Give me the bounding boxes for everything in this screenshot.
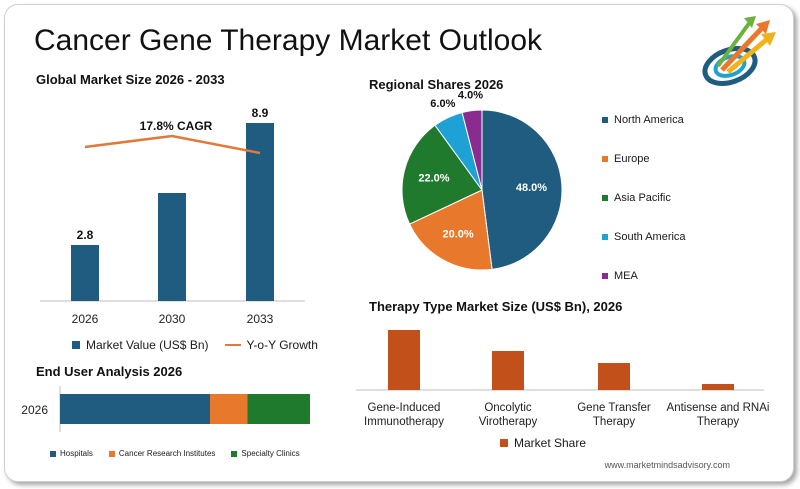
market-size-tick-2030: 2030 bbox=[159, 312, 186, 326]
pie-legend-item-asia-pacific: Asia Pacific bbox=[602, 178, 742, 217]
end-user-legend-label-cancer-research-institutes: Cancer Research Institutes bbox=[118, 449, 216, 458]
pie-slice-mea bbox=[461, 109, 483, 191]
therapy-bar-2 bbox=[492, 351, 524, 390]
therapy-tick-label-4-1: Antisense and RNAi bbox=[667, 402, 770, 414]
end-user-legend-item-specialty-clinics: Specialty Clinics bbox=[231, 449, 300, 458]
therapy-bar-4 bbox=[702, 384, 734, 390]
market-size-data-label-2026: 2.8 bbox=[77, 228, 94, 242]
therapy-tick-label-3-2: Therapy bbox=[593, 416, 635, 428]
pie-legend-item-south-america: South America bbox=[602, 217, 742, 256]
end-user-title: End User Analysis 2026 bbox=[36, 364, 183, 379]
legend-swatch-market-share bbox=[500, 439, 508, 447]
pie-legend-label-mea: MEA bbox=[614, 269, 638, 282]
end-user-segment-specialty-clinics bbox=[247, 394, 310, 424]
pie-legend-swatch-europe bbox=[602, 155, 608, 162]
yoy-growth-line bbox=[84, 134, 261, 155]
therapy-tick-label-4-2: Therapy bbox=[697, 416, 739, 428]
market-size-data-label-2033: 8.9 bbox=[252, 106, 269, 120]
legend-swatch-yoy-growth bbox=[224, 344, 241, 346]
therapy-tick-label-1-2: Immunotherapy bbox=[364, 416, 444, 428]
end-user-legend-swatch-cancer-research-institutes bbox=[108, 450, 115, 457]
pie-label-north-america: 48.0% bbox=[516, 182, 547, 194]
regional-pie-chart: 48.0% 20.0% 22.0% 6.0%4.0% bbox=[401, 90, 563, 271]
pie-legend-label-europe: Europe bbox=[614, 152, 650, 165]
page-title: Cancer Gene Therapy Market Outlook bbox=[34, 24, 543, 57]
rising-arrows-logo-icon bbox=[702, 16, 776, 86]
market-size-legend: Market Value (US$ Bn) Y-o-Y Growth bbox=[72, 338, 318, 352]
pie-label-mea: 4.0% bbox=[458, 90, 483, 102]
pie-legend-label-north-america: North America bbox=[614, 113, 684, 126]
end-user-legend-swatch-hospitals bbox=[50, 450, 56, 457]
end-user-tick-2026: 2026 bbox=[21, 403, 48, 417]
end-user-legend-label-hospitals: Hospitals bbox=[60, 449, 93, 458]
pie-legend-label-asia-pacific: Asia Pacific bbox=[614, 191, 671, 204]
therapy-tick-label-2-1: Oncolytic bbox=[484, 402, 532, 414]
pie-legend-item-europe: Europe bbox=[602, 139, 742, 178]
pie-legend-swatch-mea bbox=[602, 272, 608, 279]
pie-legend-swatch-south-america bbox=[602, 233, 608, 240]
regional-pie-legend: North America Europe Asia Pacific South Ame… bbox=[602, 100, 742, 295]
therapy-bar-3 bbox=[598, 363, 630, 390]
therapy-tick-label-1-1: Gene-Induced bbox=[368, 402, 441, 414]
end-user-legend-item-cancer-research-institutes: Cancer Research Institutes bbox=[108, 449, 216, 458]
end-user-chart: 2026 bbox=[21, 386, 310, 432]
pie-slice-north-america bbox=[481, 109, 563, 270]
website-url: www.marketmindsadvisory.com bbox=[604, 460, 730, 470]
legend-label-yoy-growth: Y-o-Y Growth bbox=[246, 338, 318, 352]
pie-legend-swatch-asia-pacific bbox=[602, 194, 608, 201]
cagr-annotation: 17.8% CAGR bbox=[140, 119, 213, 133]
pie-label-south-america: 6.0% bbox=[430, 98, 455, 110]
pie-slice-asia-pacific bbox=[401, 124, 483, 225]
pie-legend-label-south-america: South America bbox=[614, 230, 686, 243]
end-user-legend-swatch-specialty-clinics bbox=[231, 450, 238, 457]
end-user-segment-hospitals bbox=[60, 394, 210, 424]
legend-swatch-market-value bbox=[72, 341, 80, 349]
market-size-bar-2026 bbox=[71, 245, 99, 301]
regional-shares-title: Regional Shares 2026 bbox=[369, 77, 504, 92]
therapy-tick-label-3-1: Gene Transfer bbox=[577, 402, 651, 414]
pie-legend-item-north-america: North America bbox=[602, 100, 742, 139]
market-size-tick-2033: 2033 bbox=[247, 312, 274, 326]
therapy-tick-label-2-2: Virotherapy bbox=[479, 416, 538, 428]
therapy-bar-1 bbox=[388, 330, 420, 390]
market-size-tick-2026: 2026 bbox=[72, 312, 99, 326]
pie-legend-swatch-north-america bbox=[602, 116, 608, 123]
pie-slice-europe bbox=[408, 189, 493, 271]
end-user-legend-label-specialty-clinics: Specialty Clinics bbox=[241, 449, 300, 458]
market-size-chart: 2026 2.8 2030 2033 8.9 17.8% CAGR bbox=[40, 106, 305, 326]
market-size-title: Global Market Size 2026 - 2033 bbox=[36, 72, 225, 87]
pie-legend-item-mea: MEA bbox=[602, 256, 742, 295]
therapy-type-title: Therapy Type Market Size (US$ Bn), 2026 bbox=[369, 299, 623, 314]
end-user-legend: Hospitals Cancer Research Institutes Speci… bbox=[50, 449, 300, 458]
market-size-bar-2030 bbox=[158, 193, 186, 301]
legend-label-market-share: Market Share bbox=[514, 436, 587, 450]
end-user-legend-item-hospitals: Hospitals bbox=[50, 449, 93, 458]
therapy-type-legend: Market Share bbox=[500, 436, 586, 450]
pie-label-asia-pacific: 22.0% bbox=[418, 173, 449, 185]
pie-label-europe: 20.0% bbox=[443, 228, 474, 240]
market-size-bar-2033 bbox=[246, 123, 274, 301]
therapy-type-chart: Gene-Induced Immunotherapy Oncolytic Viroth… bbox=[356, 330, 770, 428]
legend-label-market-value: Market Value (US$ Bn) bbox=[86, 338, 209, 352]
end-user-segment-cancer-research-institutes bbox=[210, 394, 248, 424]
